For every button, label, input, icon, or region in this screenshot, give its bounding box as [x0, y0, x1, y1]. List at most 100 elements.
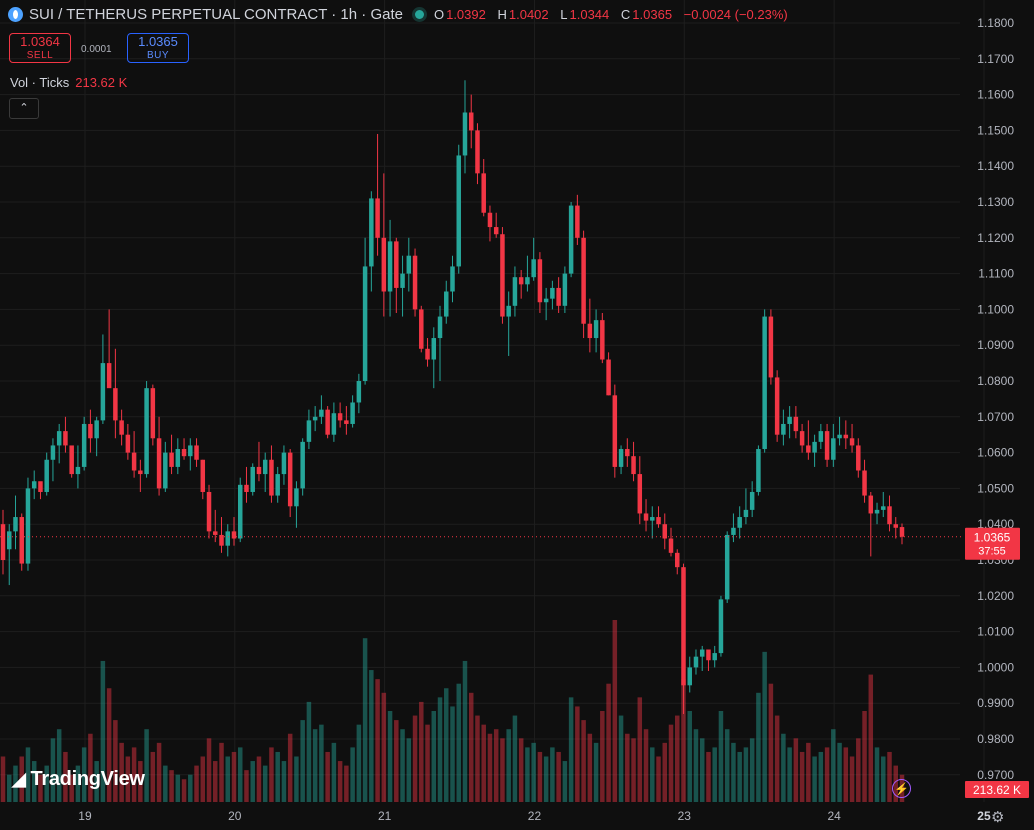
volume-bar [25, 747, 31, 802]
volume-bar [887, 751, 892, 802]
candle-body [631, 456, 636, 475]
volume-bar [375, 679, 380, 802]
volume-bar [687, 711, 692, 802]
volume-bar [537, 751, 543, 802]
price-axis[interactable]: 1.1800 1.1700 1.1600 1.1500 1.1400 1.1300 1.12… [977, 16, 1014, 782]
candle-body [281, 452, 287, 475]
y-tick-label: 1.0200 [977, 589, 1014, 603]
volume-bar [281, 761, 287, 802]
volume-bar [431, 711, 437, 802]
volume-legend[interactable]: Vol · Ticks 213.62 K [10, 75, 127, 90]
volume-bar [818, 751, 824, 802]
candle-body [375, 198, 380, 238]
candle-body [643, 513, 649, 521]
candle-body [837, 434, 842, 439]
candle-body [518, 277, 524, 285]
volume-bar [743, 747, 749, 802]
candle-body [31, 481, 37, 489]
volume-bar [425, 724, 430, 802]
symbol-header[interactable]: SUI / TETHERUS PERPETUAL CONTRACT · 1h ·… [8, 6, 796, 23]
volume-bar [231, 751, 237, 802]
tradingview-logo[interactable]: ◢ TradingView [12, 768, 145, 791]
low-key: L [560, 7, 568, 22]
candle-body [856, 445, 861, 471]
candle-body [275, 474, 280, 496]
candle-body [699, 649, 705, 657]
volume-bar [587, 733, 593, 802]
x-tick-label: 25 [977, 809, 991, 823]
volume-bar [450, 706, 455, 802]
buy-button[interactable]: 1.0365 BUY [127, 33, 189, 63]
volume-bar [294, 756, 299, 802]
volume-bar [138, 761, 143, 802]
candle-body [487, 212, 493, 228]
candle-body [406, 255, 412, 274]
volume-bar [50, 738, 56, 802]
candle-body [269, 459, 274, 496]
volume-bar [437, 697, 443, 802]
volume-bar [169, 770, 174, 802]
candle-body [656, 517, 661, 525]
volume-bar [194, 765, 199, 802]
gear-icon[interactable]: ⚙ [991, 809, 1005, 826]
volume-bar [487, 733, 493, 802]
candle-body [506, 305, 511, 317]
candle-body [138, 470, 143, 475]
volume-bar [556, 751, 561, 802]
candle-body [412, 255, 418, 310]
candle-body [437, 316, 443, 339]
candle-body [849, 438, 855, 446]
volume-bar [94, 761, 99, 802]
volume-bar [712, 747, 717, 802]
lightning-icon[interactable]: ⚡ [892, 779, 911, 798]
volume-bar [175, 774, 181, 802]
candle-body [668, 538, 674, 553]
candle-body [287, 452, 293, 507]
volume-bar [206, 738, 212, 802]
volume-bar [662, 742, 668, 802]
symbol-title[interactable]: SUI / TETHERUS PERPETUAL CONTRACT · 1h ·… [29, 6, 403, 23]
candle-body [618, 449, 624, 467]
volume-bar [81, 747, 87, 802]
volume-bar [881, 756, 886, 802]
candle-body [762, 316, 767, 450]
candle-body [625, 449, 630, 457]
collapse-legend-button[interactable]: ⌃ [9, 98, 39, 119]
candle-body [587, 323, 593, 339]
volume-bar [325, 751, 330, 802]
volume-bar [319, 724, 324, 802]
volume-bar [475, 715, 480, 802]
volume-bar [387, 711, 393, 802]
volume-bar [531, 742, 536, 802]
volume-bar [637, 697, 643, 802]
time-axis[interactable]: 19 20 21 22 23 24 25 [78, 809, 991, 823]
tradingview-mark-icon: ◢ [12, 769, 26, 789]
candle-body [568, 205, 574, 274]
volume-bar [631, 738, 636, 802]
volume-bar [787, 747, 792, 802]
candle-body [156, 438, 162, 489]
volume-bar [481, 724, 486, 802]
candle-body [256, 466, 262, 475]
volume-bar [63, 751, 68, 802]
volume-bar [799, 751, 805, 802]
candle-body [812, 441, 817, 453]
volume-bar [606, 683, 611, 802]
volume-bar [13, 765, 18, 802]
volume-bar [768, 683, 774, 802]
volume-bar [762, 651, 767, 802]
volume-legend-label: Vol · Ticks [10, 75, 70, 90]
volume-bar [625, 733, 630, 802]
volume-bar [312, 729, 318, 802]
volume-bar [237, 747, 243, 802]
sell-button[interactable]: 1.0364 SELL [9, 33, 71, 63]
candle-body [362, 266, 368, 381]
volume-bar [244, 770, 249, 802]
candle-body [462, 112, 468, 156]
volume-bar [219, 742, 224, 802]
y-tick-label: 0.9900 [977, 696, 1014, 710]
volume-bar [656, 756, 661, 802]
volume-bar [518, 738, 524, 802]
volume-bar [256, 756, 262, 802]
